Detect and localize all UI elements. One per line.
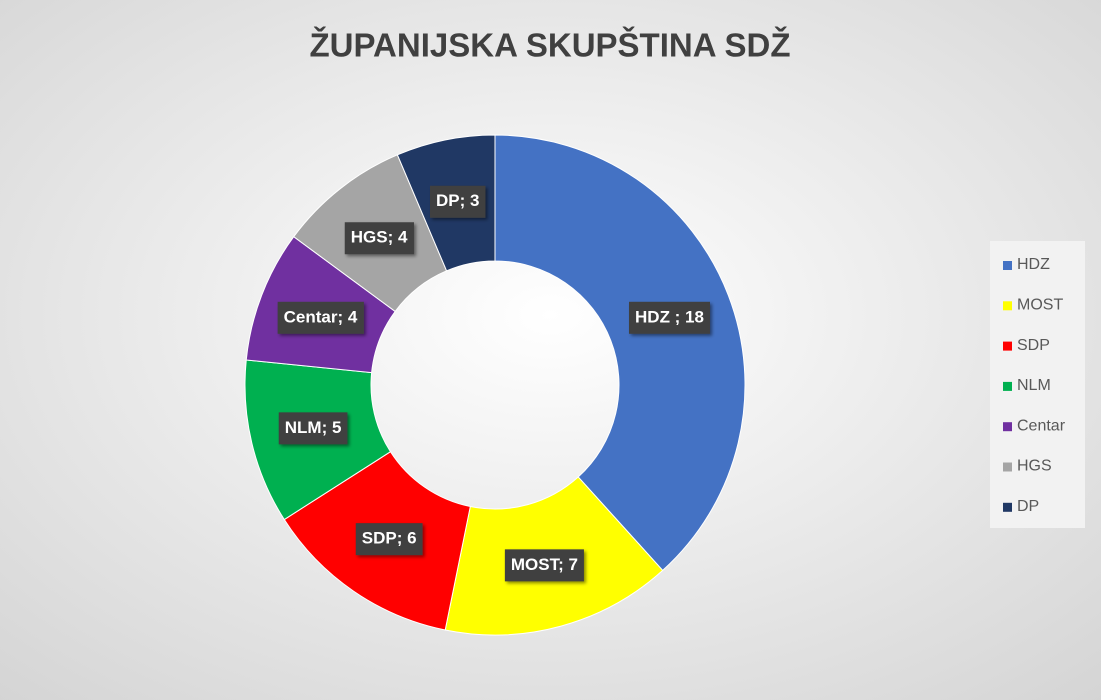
data-label: HDZ ; 18 (629, 301, 710, 334)
legend-label: SDP (1017, 337, 1050, 354)
legend-label: MOST (1017, 297, 1063, 314)
legend-swatch (1003, 462, 1012, 472)
donut-segment (494, 134, 746, 572)
data-label-text: HGS; 4 (351, 228, 408, 247)
data-label: Centar; 4 (277, 301, 364, 334)
legend-swatch (1003, 301, 1012, 311)
data-label: HGS; 4 (344, 222, 414, 255)
data-label-box (355, 523, 423, 556)
legend-swatch (1003, 422, 1012, 432)
data-label: SDP; 6 (355, 523, 423, 556)
data-label-text: DP; 3 (436, 191, 479, 210)
data-label-box (629, 301, 710, 334)
legend-swatch (1003, 502, 1012, 512)
data-label-box (278, 412, 348, 445)
legend-label: NLM (1017, 377, 1051, 394)
chart-title: ŽUPANIJSKA SKUPŠTINA SDŽ (310, 26, 791, 64)
legend-swatch (1003, 261, 1012, 270)
data-label-box (344, 222, 414, 255)
data-label-text: HDZ ; 18 (635, 307, 704, 326)
data-label-box (430, 185, 486, 218)
data-label-box (504, 549, 584, 582)
data-label-text: SDP; 6 (362, 529, 417, 548)
legend-label: Centar (1017, 417, 1066, 434)
data-label-text: Centar; 4 (284, 307, 358, 326)
legend-label: DP (1017, 498, 1039, 515)
data-label: DP; 3 (430, 185, 486, 218)
data-label: MOST; 7 (504, 549, 584, 582)
data-label-box (277, 301, 364, 334)
legend-label: HDZ (1017, 256, 1050, 273)
legend-swatch (1003, 341, 1012, 351)
legend-label: HGS (1017, 458, 1052, 475)
data-label-text: NLM; 5 (285, 418, 342, 437)
legend-swatch (1003, 381, 1012, 391)
data-label-text: MOST; 7 (511, 555, 578, 574)
data-label: NLM; 5 (278, 412, 348, 445)
